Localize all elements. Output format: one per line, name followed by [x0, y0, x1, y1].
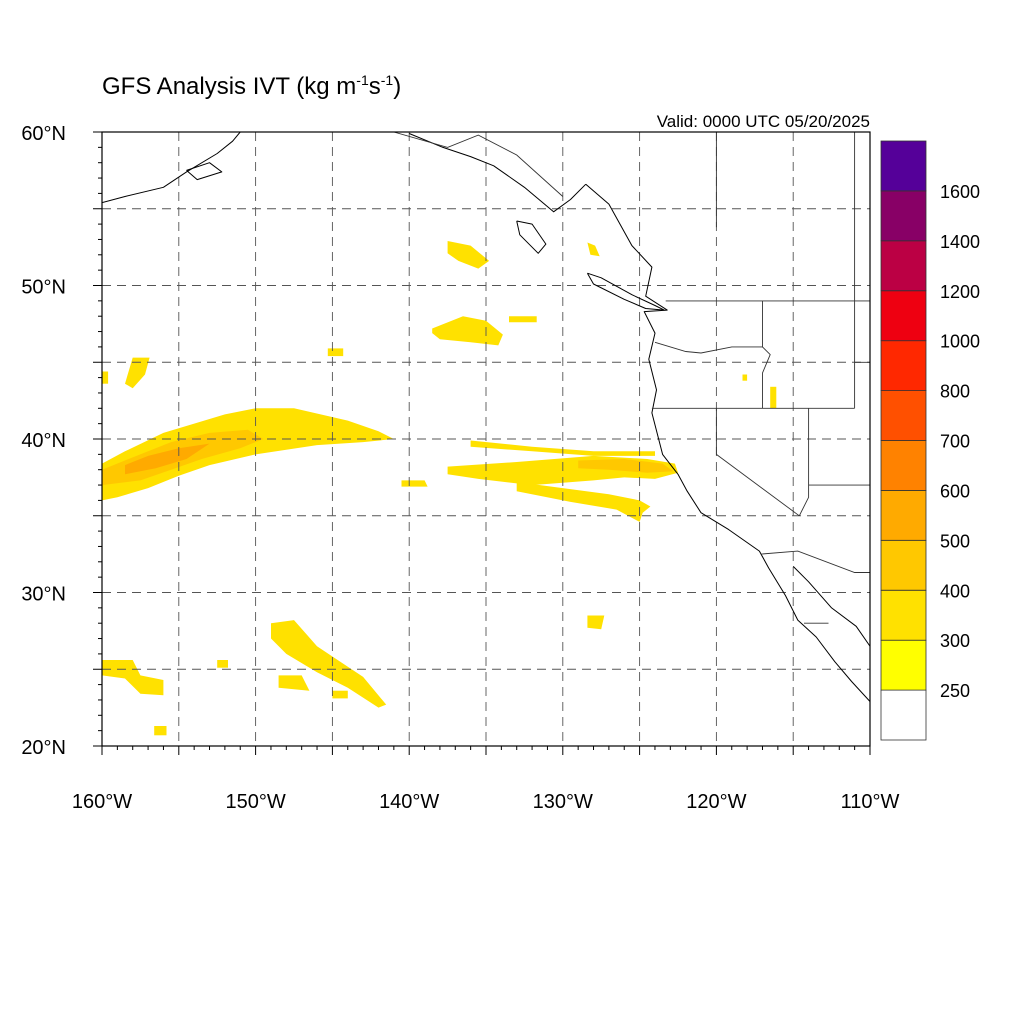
colorbar-label: 1600 [940, 182, 980, 202]
ivt-region-patch-152 [217, 660, 228, 668]
political-borders-layer [393, 132, 870, 624]
coastline-vancouver-island [586, 272, 665, 311]
colorbar-swatch [880, 240, 927, 292]
colorbar-label: 1200 [940, 282, 980, 302]
colorbar-swatch [880, 689, 927, 741]
border-wa-or [654, 341, 763, 354]
border-wa-id-or-id [762, 300, 771, 409]
colorbar-swatch [880, 539, 927, 591]
colorbar-label: 800 [940, 382, 970, 402]
colorbar: 250 300 400 500 600 700 800 1000 1200 1400 1600 [880, 140, 980, 741]
valid-time: Valid: 0000 UTC 05/20/2025 [656, 112, 870, 131]
title-exponent-1: -1 [356, 72, 369, 88]
ivt-region-ar-southern-branch [516, 482, 651, 522]
coastline-alaska-peninsula [102, 132, 241, 204]
lon-tick-label: 140°W [379, 791, 439, 813]
colorbar-label: 250 [940, 681, 970, 701]
colorbar-label: 1000 [940, 332, 980, 352]
ivt-region-gulf-patch-small [509, 316, 537, 323]
coastline-haida-gwaii [516, 220, 547, 254]
border-nv-az [798, 408, 810, 517]
ivt-region-patch-idaho [770, 386, 777, 409]
colorbar-swatch [880, 390, 927, 441]
colorbar-swatch [880, 639, 927, 691]
lon-tick-label: 130°W [533, 791, 593, 813]
border-bc-alaska [393, 132, 564, 197]
colorbar-label: 600 [940, 481, 970, 501]
border-ut-east [854, 361, 870, 409]
colorbar-swatch [880, 190, 927, 242]
border-us-mexico [760, 550, 870, 573]
ivt-region-ar-to-california-inner [578, 459, 674, 473]
colorbar-label: 300 [940, 631, 970, 651]
title-exponent-2: -1 [380, 72, 394, 88]
border-ca-nv [715, 408, 800, 517]
ivt-shading-layer [102, 241, 777, 736]
coastline-southeast-alaska [409, 133, 587, 213]
lat-tick-label: 20°N [21, 737, 66, 759]
colorbar-swatch [880, 440, 927, 491]
ivt-region-patch-west-edge [102, 371, 109, 384]
map-title: GFS Analysis IVT (kg m-1s-1) [102, 72, 401, 101]
ivt-region-ar-tail-west [401, 480, 428, 487]
ivt-region-large-ar-inner [125, 443, 210, 475]
colorbar-swatch [880, 140, 927, 192]
ivt-region-patch-subtropical-dots [332, 690, 348, 699]
ivt-region-large-ar-central-pacific [102, 408, 394, 501]
lat-tick-label: 40°N [21, 430, 66, 452]
colorbar-label: 700 [940, 432, 970, 452]
lat-tick-label: 60°N [21, 123, 66, 145]
ivt-region-patch-hawaii [102, 660, 164, 696]
lon-tick-label: 150°W [225, 791, 285, 813]
colorbar-label: 500 [940, 531, 970, 551]
lat-tick-label: 50°N [21, 277, 66, 299]
lon-tick-label: 120°W [686, 791, 746, 813]
colorbar-swatch [880, 489, 927, 541]
colorbar-swatch [880, 340, 927, 392]
coastline-north-america-west-coast [585, 183, 870, 702]
coastline-layer [102, 132, 870, 702]
ivt-region-patch-bc-coast [587, 242, 600, 257]
lon-tick-label: 110°W [841, 791, 900, 813]
ivt-region-patch-hawaii-north [125, 357, 150, 389]
title-unit-s: s [368, 73, 381, 100]
lon-tick-label: 160°W [72, 791, 132, 813]
colorbar-label: 1400 [940, 232, 980, 252]
colorbar-label: 400 [940, 581, 970, 601]
ivt-region-gulf-patch-north [447, 241, 490, 269]
coastline-kodiak [186, 162, 223, 181]
axis-ticks: 160°W 150°W 140°W 130°W 120°W 110°W 20°N 30°N 40… [21, 123, 899, 813]
ivt-region-patch-dot-145 [327, 348, 344, 357]
ivt-region-patch-subtropical-main [271, 620, 387, 708]
ivt-region-patch-hawaii-south [154, 726, 167, 736]
ivt-region-patch-oregon-dot [742, 374, 748, 381]
ivt-region-patch-east-128 [587, 615, 605, 630]
colorbar-swatch [880, 290, 927, 342]
coastline-gulf-of-california-east [792, 566, 870, 647]
lat-tick-label: 30°N [21, 584, 66, 606]
ivt-region-ar-thin-north [470, 440, 655, 456]
colorbar-swatch [880, 589, 927, 641]
title-close: ) [393, 73, 402, 100]
ivt-region-patch-subtropical-small [278, 675, 310, 691]
ivt-region-gulf-patch-mid [432, 316, 503, 346]
title-main: GFS Analysis IVT (kg m [102, 73, 357, 100]
